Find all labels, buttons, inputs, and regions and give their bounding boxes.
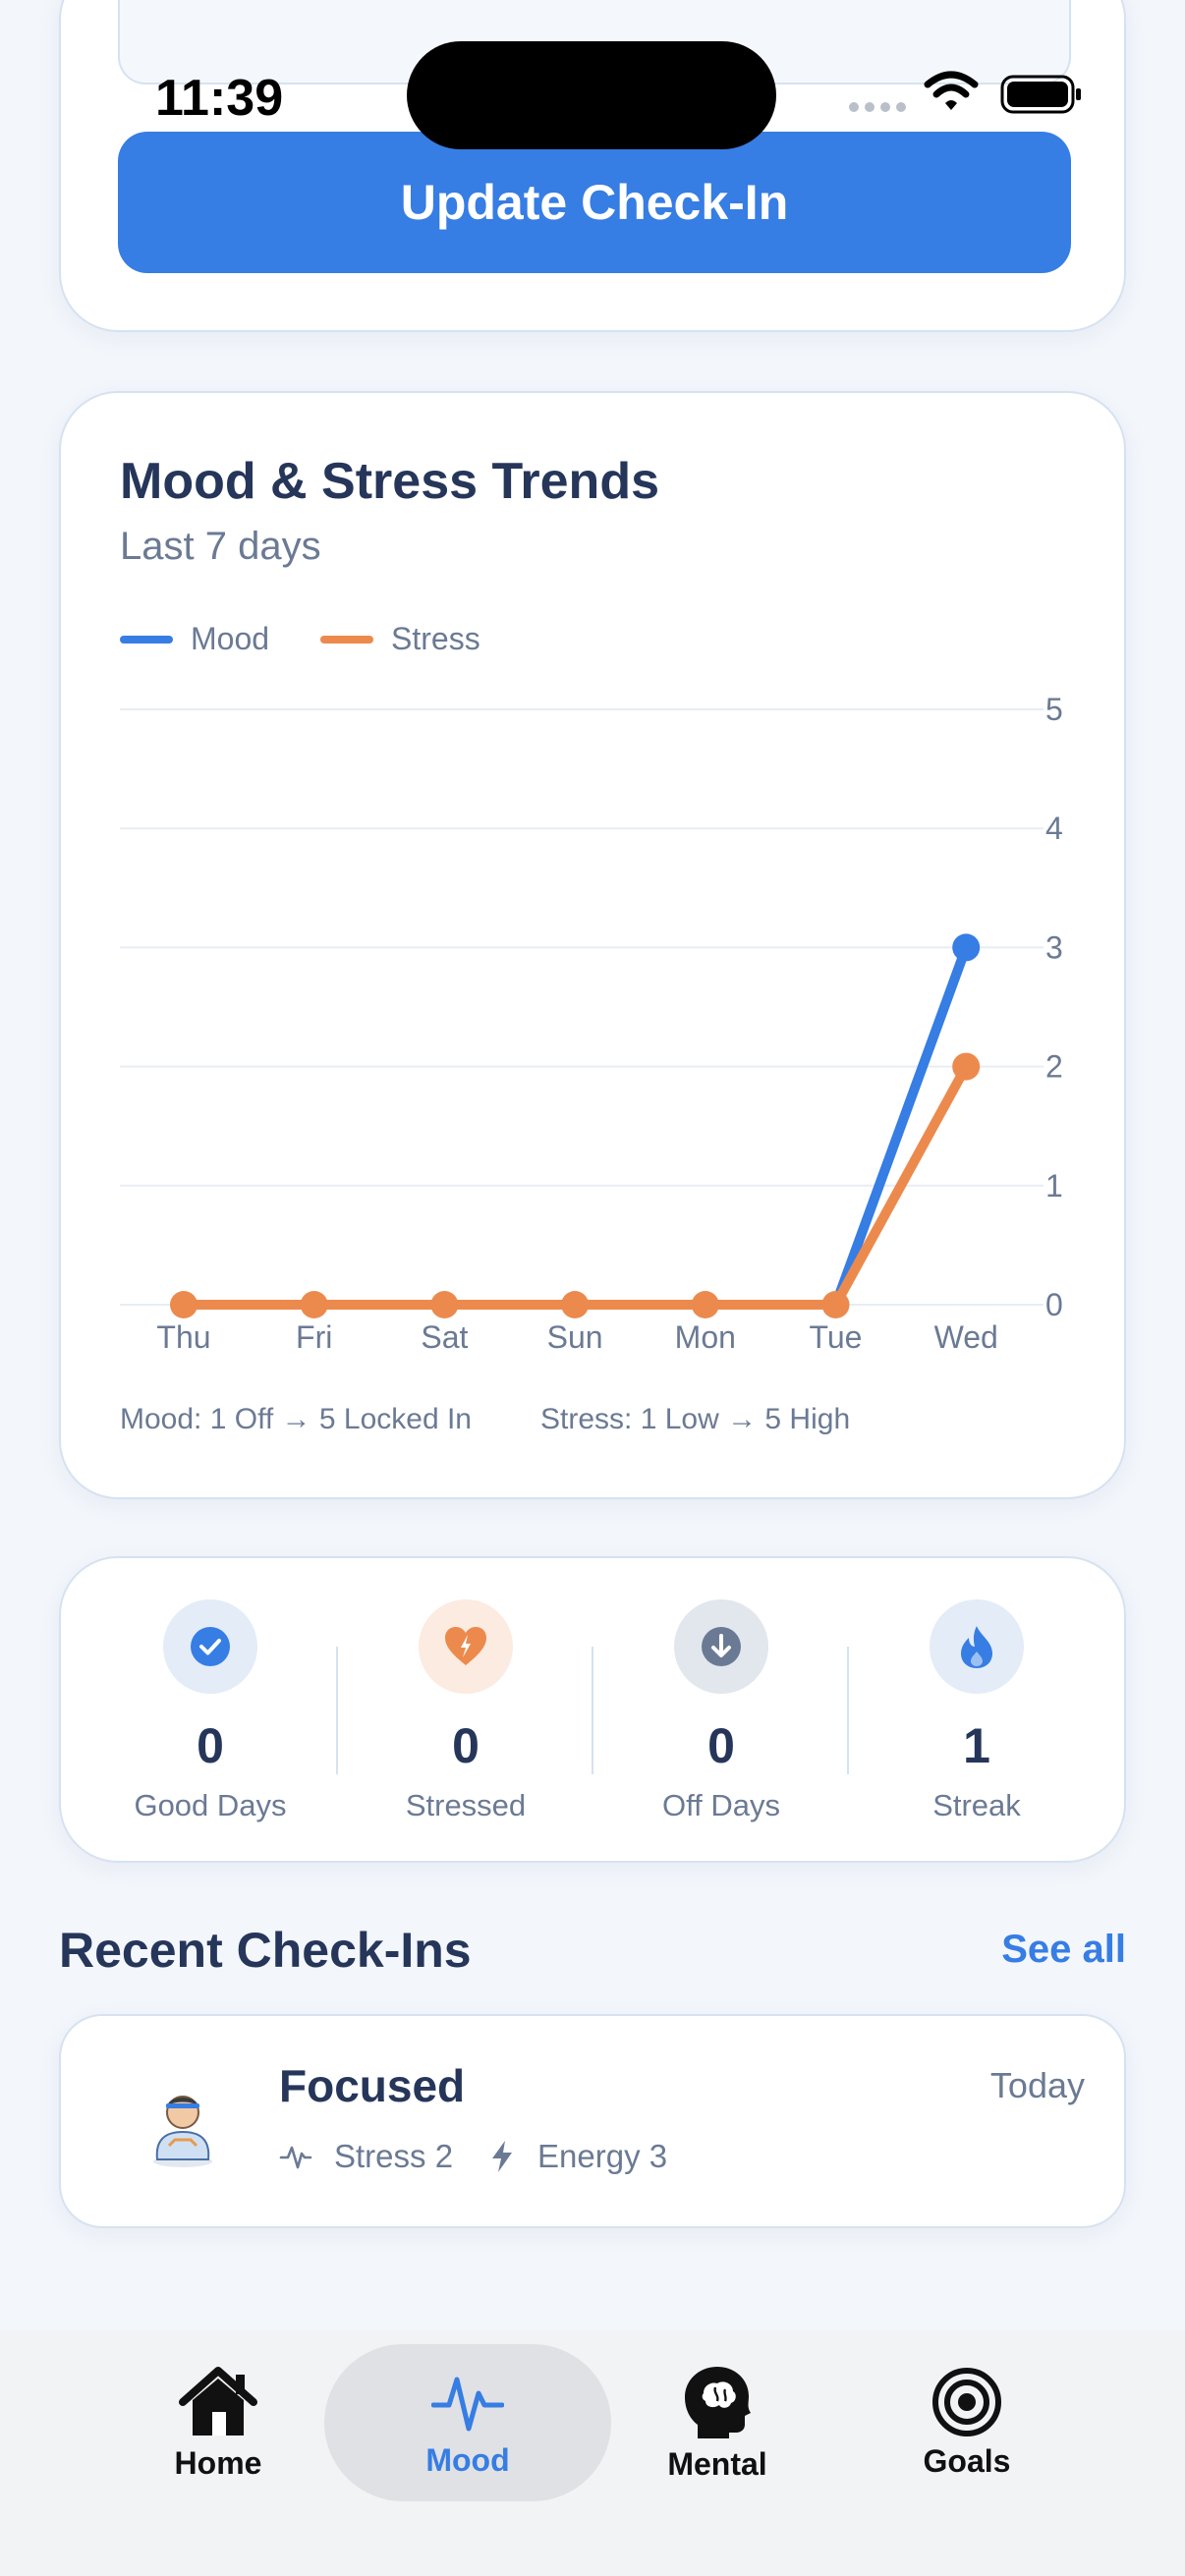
data-point-mood <box>952 933 981 962</box>
legend-mood: Mood <box>120 621 269 657</box>
legend-stress-label: Stress <box>391 621 480 656</box>
trends-card: Mood & Stress Trends Last 7 days Mood St… <box>59 391 1126 1499</box>
heart-bolt-icon <box>445 1627 486 1665</box>
tab-home-label: Home <box>174 2444 262 2481</box>
stat-divider <box>592 1647 593 1774</box>
data-point-stress <box>691 1291 719 1318</box>
recent-checkins-title: Recent Check-Ins <box>59 1923 472 1978</box>
y-tick-label: 1 <box>1045 1168 1063 1204</box>
x-tick-label: Mon <box>675 1319 736 1355</box>
checkin-energy-label: Energy 3 <box>537 2138 668 2174</box>
series-line-mood <box>179 942 972 1310</box>
stat-value: 0 <box>197 1718 224 1773</box>
data-point-stress <box>821 1291 850 1318</box>
stat-divider <box>847 1647 849 1774</box>
data-point-stress <box>300 1291 328 1318</box>
data-point-stress <box>561 1291 590 1318</box>
update-checkin-button[interactable]: Update Check-In <box>118 132 1071 273</box>
signal-dots-icon <box>849 102 906 112</box>
stat-value: 1 <box>963 1718 990 1773</box>
stats-card: 0 Good Days 0 Stressed 0 Off Days <box>59 1556 1126 1863</box>
pulse-icon <box>431 2377 504 2431</box>
x-tick-label: Thu <box>156 1319 210 1355</box>
x-tick-label: Tue <box>810 1319 863 1355</box>
x-tick-label: Sun <box>547 1319 603 1355</box>
tab-mental[interactable]: Mental <box>607 2344 827 2501</box>
y-tick-label: 3 <box>1045 929 1063 965</box>
bolt-icon <box>492 2141 513 2172</box>
trend-chart: 0 1 2 3 4 5 Thu Fri Sat Sun Mon Tue Wed <box>120 692 1063 1355</box>
tab-goals-label: Goals <box>923 2442 1011 2479</box>
checkin-stress-label: Stress 2 <box>334 2138 454 2174</box>
brain-head-icon <box>685 2366 751 2438</box>
x-tick-label: Sat <box>421 1319 468 1355</box>
arrow-down-icon <box>702 1627 741 1666</box>
checkin-mood: Focused <box>279 2060 466 2111</box>
stat-value: 0 <box>452 1718 480 1773</box>
see-all-link[interactable]: See all <box>1001 1928 1126 1971</box>
legend-stress: Stress <box>320 621 480 657</box>
stat-label: Stressed <box>405 1788 527 1822</box>
stat-label: Good Days <box>134 1788 287 1822</box>
legend-stress-swatch <box>320 635 373 644</box>
house-icon <box>179 2366 257 2436</box>
stat-off-days: 0 Off Days <box>593 1599 849 1823</box>
stat-stressed: 0 Stressed <box>338 1599 593 1823</box>
tab-goals[interactable]: Goals <box>857 2344 1077 2501</box>
legend-mood-swatch <box>120 635 173 644</box>
data-point-stress <box>170 1291 198 1318</box>
stat-label: Off Days <box>661 1788 781 1822</box>
stat-badge <box>674 1599 768 1694</box>
data-point-stress <box>952 1052 981 1081</box>
tab-home[interactable]: Home <box>108 2344 328 2501</box>
stress-scale-note: Stress: 1 Low → 5 High <box>540 1403 851 1435</box>
data-point-stress <box>430 1291 459 1318</box>
flame-icon <box>961 1626 992 1668</box>
checkin-meta: Stress 2 Energy 3 <box>279 2138 703 2175</box>
checkin-list-item[interactable]: Focused Today Stress 2 Energy 3 <box>59 2014 1126 2228</box>
stat-good-days: 0 Good Days <box>83 1599 338 1823</box>
checkin-date: Today <box>989 2065 1085 2105</box>
pulse-icon <box>279 2146 312 2169</box>
battery-icon <box>1000 75 1081 114</box>
wifi-icon <box>924 71 979 110</box>
stat-badge <box>163 1599 257 1694</box>
avatar <box>153 2096 212 2167</box>
status-time: 11:39 <box>155 70 284 127</box>
mood-scale-note: Mood: 1 Off → 5 Locked In <box>120 1403 472 1435</box>
checkin-stress: Stress 2 <box>279 2138 453 2175</box>
trends-title: Mood & Stress Trends <box>120 453 659 510</box>
legend-mood-label: Mood <box>191 621 270 656</box>
stat-divider <box>336 1647 338 1774</box>
target-icon <box>932 2367 1001 2436</box>
stat-label: Streak <box>932 1788 1021 1822</box>
y-tick-label: 2 <box>1045 1049 1063 1085</box>
tab-mental-label: Mental <box>667 2445 767 2482</box>
stat-streak: 1 Streak <box>849 1599 1104 1823</box>
trends-subtitle: Last 7 days <box>120 525 321 568</box>
stat-badge <box>419 1599 513 1694</box>
checkin-energy: Energy 3 <box>488 2138 667 2175</box>
stat-value: 0 <box>707 1718 735 1773</box>
x-tick-label: Wed <box>934 1319 998 1355</box>
check-icon <box>191 1627 230 1666</box>
y-tick-label: 5 <box>1045 692 1063 727</box>
y-tick-label: 4 <box>1045 811 1063 846</box>
y-tick-label: 0 <box>1045 1287 1063 1322</box>
x-tick-label: Fri <box>296 1319 332 1355</box>
stat-badge <box>930 1599 1024 1694</box>
tab-mood[interactable]: Mood <box>324 2344 611 2501</box>
dynamic-island <box>407 41 776 149</box>
tab-mood-label: Mood <box>425 2441 510 2478</box>
